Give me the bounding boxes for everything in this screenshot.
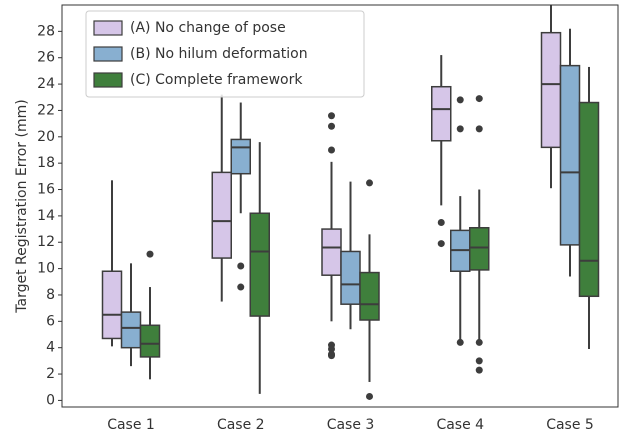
outlier [475, 125, 483, 133]
outlier [328, 345, 335, 353]
outlier [475, 366, 483, 374]
x-tick-label: Case 3 [327, 417, 375, 433]
y-tick-label: 0 [46, 392, 55, 408]
legend-swatch [93, 46, 123, 62]
y-tick-label: 4 [46, 340, 55, 356]
y-tick-label: 18 [37, 155, 55, 171]
outlier [328, 146, 335, 154]
outlier [146, 250, 154, 258]
outlier [456, 125, 464, 133]
outlier [456, 96, 464, 104]
box [139, 324, 161, 358]
y-tick-label: 16 [37, 182, 55, 198]
outlier [366, 392, 373, 400]
y-tick-label: 8 [46, 287, 55, 303]
y-tick-label: 28 [37, 23, 55, 39]
outlier [237, 262, 245, 270]
outlier [328, 122, 335, 130]
y-tick-label: 14 [37, 208, 55, 224]
box [431, 85, 452, 142]
legend-swatch [93, 72, 123, 88]
outlier [456, 338, 464, 346]
box [321, 228, 342, 276]
legend-label: (A) No change of pose [130, 20, 286, 36]
plot-frame [61, 4, 619, 408]
y-tick-label: 2 [46, 366, 55, 382]
box [120, 311, 142, 349]
box [340, 250, 361, 305]
legend-label: (C) Complete framework [130, 72, 303, 88]
x-tick-label: Case 5 [546, 417, 594, 433]
outlier [475, 338, 483, 346]
y-tick-label: 26 [37, 50, 55, 66]
box [559, 64, 581, 246]
outlier [475, 95, 483, 103]
box [230, 138, 251, 175]
outlier [437, 218, 445, 226]
outlier [328, 352, 335, 360]
x-tick-label: Case 1 [107, 417, 155, 433]
outlier [328, 112, 335, 120]
outlier [366, 179, 373, 187]
outlier [237, 283, 245, 291]
y-axis-label: Target Registration Error (mm) [14, 99, 30, 313]
box [211, 171, 232, 259]
y-tick-label: 10 [37, 261, 55, 277]
legend-label: (B) No hilum deformation [130, 46, 308, 62]
outlier [475, 357, 483, 365]
box [540, 31, 562, 149]
outlier [437, 240, 445, 248]
y-tick-label: 6 [46, 313, 55, 329]
box [249, 212, 270, 317]
y-tick-label: 24 [37, 76, 55, 92]
box [469, 226, 490, 271]
box [359, 271, 380, 321]
x-tick-label: Case 2 [217, 417, 265, 433]
y-tick-label: 12 [37, 234, 55, 250]
y-tick-label: 22 [37, 102, 55, 118]
legend-swatch [93, 20, 123, 36]
y-tick-label: 20 [37, 129, 55, 145]
legend-frame [85, 10, 365, 98]
box [101, 270, 123, 340]
box [578, 101, 600, 298]
x-tick-label: Case 4 [436, 417, 484, 433]
